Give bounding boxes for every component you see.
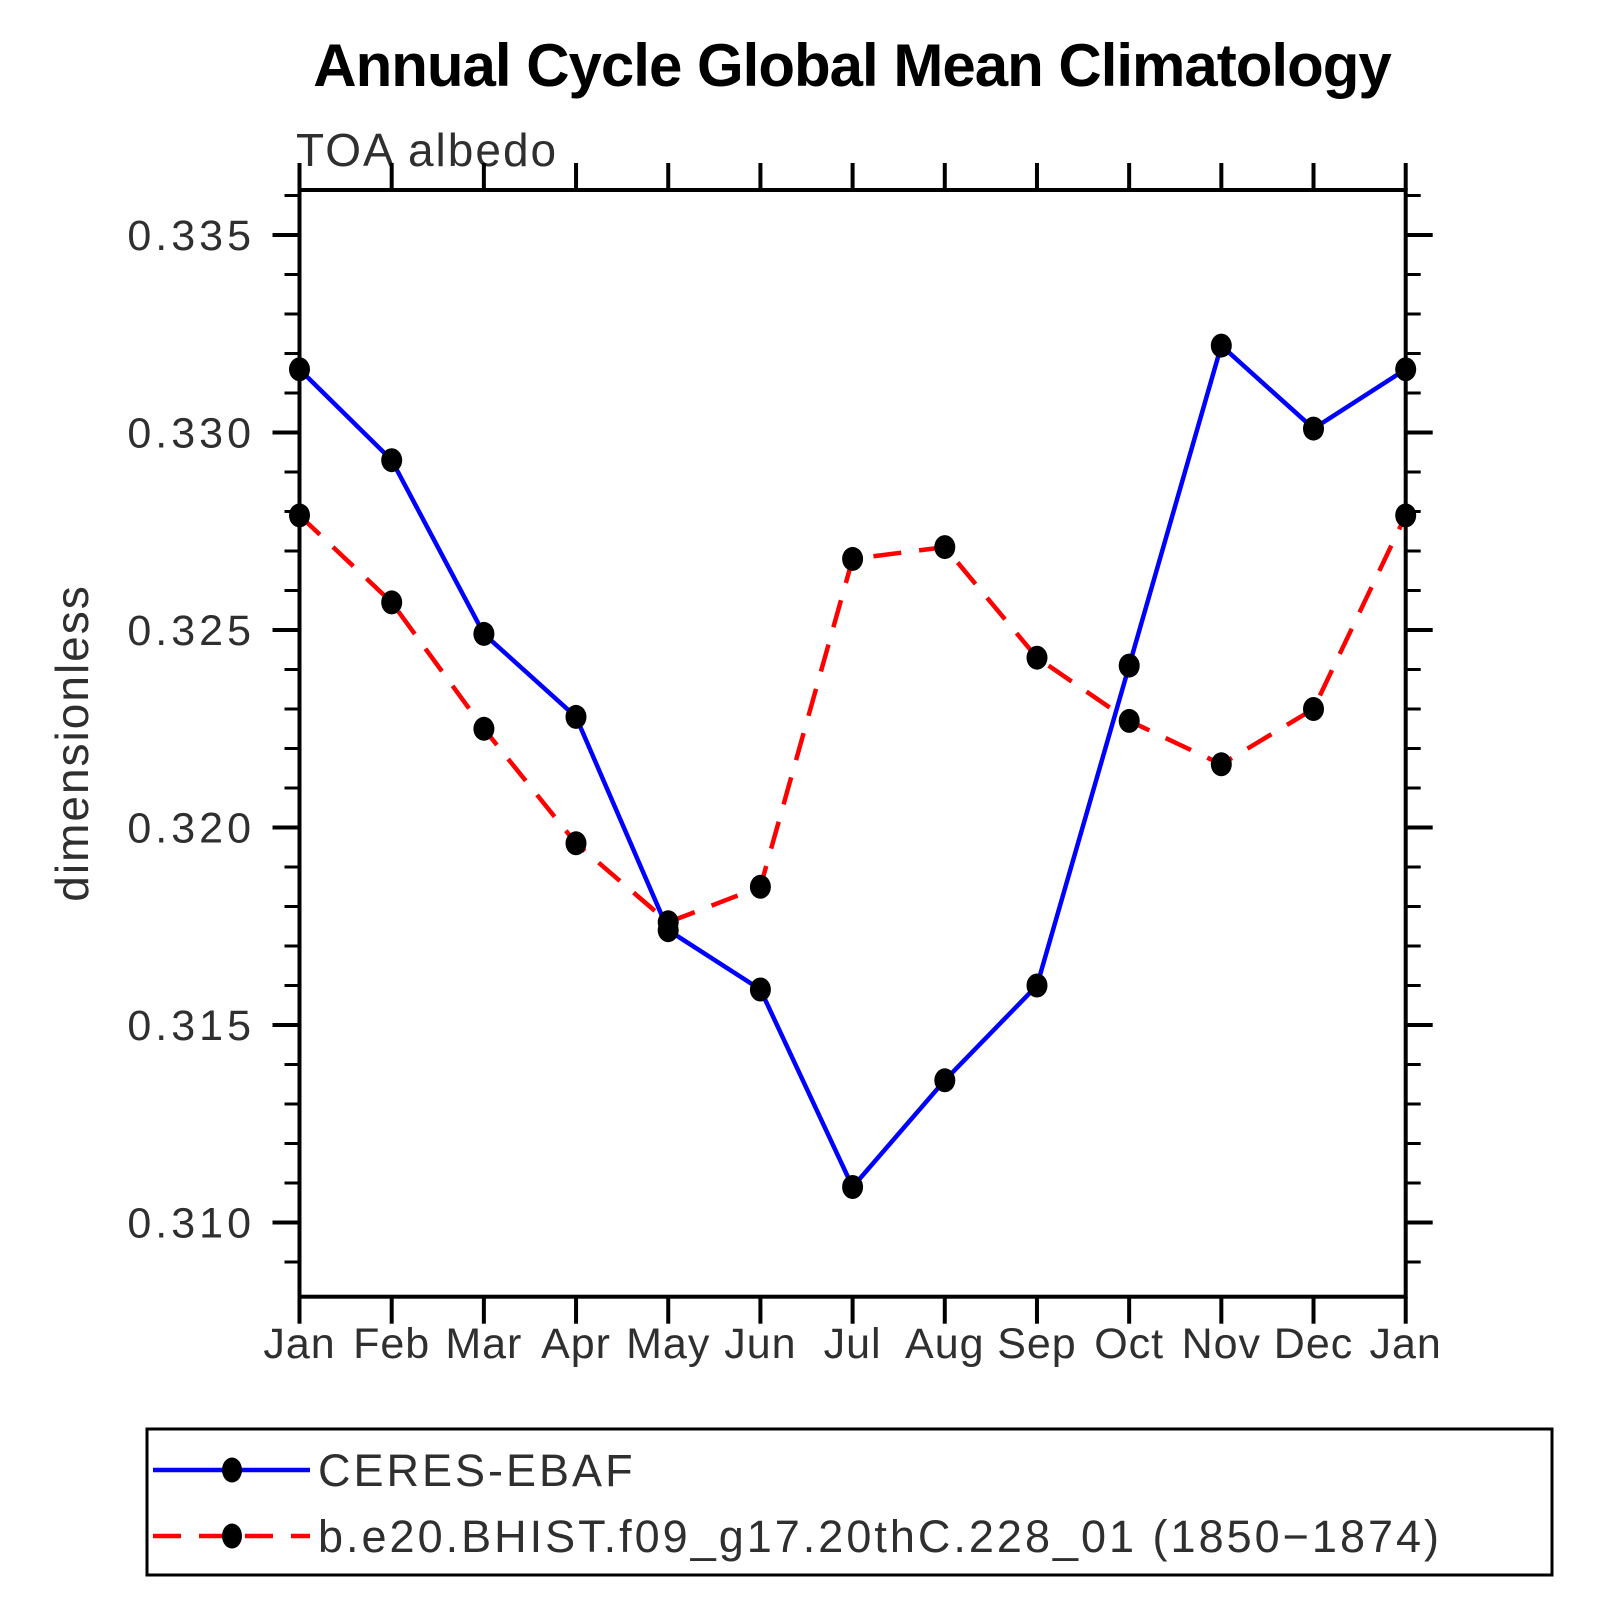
series-model: [289, 503, 1417, 935]
x-tick-label: Sep: [997, 1320, 1077, 1368]
data-point-marker: [1118, 708, 1140, 733]
y-axis-label: dimensionless: [46, 584, 98, 901]
plot-frame: [297, 188, 1408, 1299]
y-tick-label: 0.315: [127, 1002, 255, 1050]
data-point-marker: [749, 874, 771, 899]
data-point-marker: [289, 503, 310, 528]
x-tick-label: Jan: [1370, 1320, 1442, 1368]
data-point-marker: [1395, 357, 1417, 382]
data-point-marker: [842, 1175, 864, 1199]
x-tick-label: Dec: [1274, 1320, 1353, 1368]
chart-title: Annual Cycle Global Mean Climatology: [313, 32, 1392, 99]
y-tick-label: 0.335: [127, 212, 255, 260]
data-point-marker: [1303, 416, 1324, 441]
x-tick-label: Jun: [724, 1320, 796, 1368]
data-point-marker: [842, 546, 864, 571]
x-tick-label: Apr: [541, 1320, 611, 1368]
x-tick-label: May: [626, 1320, 710, 1368]
axis-ticks: [272, 163, 1433, 1324]
plot-border: [297, 188, 1408, 1299]
legend-marker-ceres: [222, 1457, 242, 1483]
data-point-marker: [1303, 697, 1324, 721]
series-ceres-ebaf: [289, 333, 1417, 1199]
data-point-marker: [657, 910, 679, 935]
data-point-marker: [1118, 653, 1140, 678]
y-tick-labels: 0.335 0.330 0.325 0.320 0.315 0.310: [127, 212, 255, 1248]
series-line: [297, 513, 1408, 925]
data-point-marker: [1026, 645, 1048, 670]
x-tick-label: Feb: [353, 1320, 430, 1368]
y-tick-label: 0.330: [127, 410, 255, 458]
y-tick-label: 0.310: [127, 1200, 255, 1248]
data-point-marker: [934, 535, 956, 560]
legend-label-model: b.e20.BHIST.f09_g17.20thC.228_01 (1850−1…: [318, 1511, 1442, 1562]
x-tick-label: Jul: [824, 1320, 882, 1368]
y-tick-label: 0.320: [127, 805, 255, 853]
data-point-marker: [1395, 503, 1417, 528]
legend-marker-model: [222, 1523, 242, 1549]
data-point-marker: [381, 590, 403, 615]
x-tick-label: Oct: [1094, 1320, 1164, 1368]
data-point-marker: [473, 716, 495, 741]
x-tick-label: Aug: [905, 1320, 985, 1368]
data-point-marker: [381, 448, 403, 473]
data-point-marker: [1210, 333, 1232, 358]
data-point-marker: [934, 1068, 956, 1093]
legend-label-ceres: CERES-EBAF: [318, 1445, 636, 1496]
chart-subtitle: TOA albedo: [296, 124, 558, 176]
x-tick-label: Mar: [445, 1320, 522, 1368]
y-tick-label: 0.325: [127, 607, 255, 655]
legend-box: CERES-EBAF b.e20.BHIST.f09_g17.20thC.228…: [145, 1427, 1554, 1577]
legend-border: [145, 1427, 1554, 1577]
data-point-marker: [565, 704, 587, 729]
series-line: [297, 343, 1407, 1190]
data-point-marker: [1026, 973, 1048, 998]
data-point-marker: [473, 621, 495, 646]
data-point-marker: [289, 357, 310, 382]
data-point-marker: [749, 977, 771, 1002]
x-tick-label: Jan: [263, 1320, 335, 1368]
x-tick-labels: Jan Feb Mar Apr May Jun Jul Aug Sep Oct Nov Dec Jan: [263, 1320, 1442, 1368]
data-series: [289, 333, 1417, 1199]
x-tick-label: Nov: [1182, 1320, 1261, 1368]
data-point-marker: [1210, 752, 1232, 777]
data-point-marker: [565, 831, 587, 856]
